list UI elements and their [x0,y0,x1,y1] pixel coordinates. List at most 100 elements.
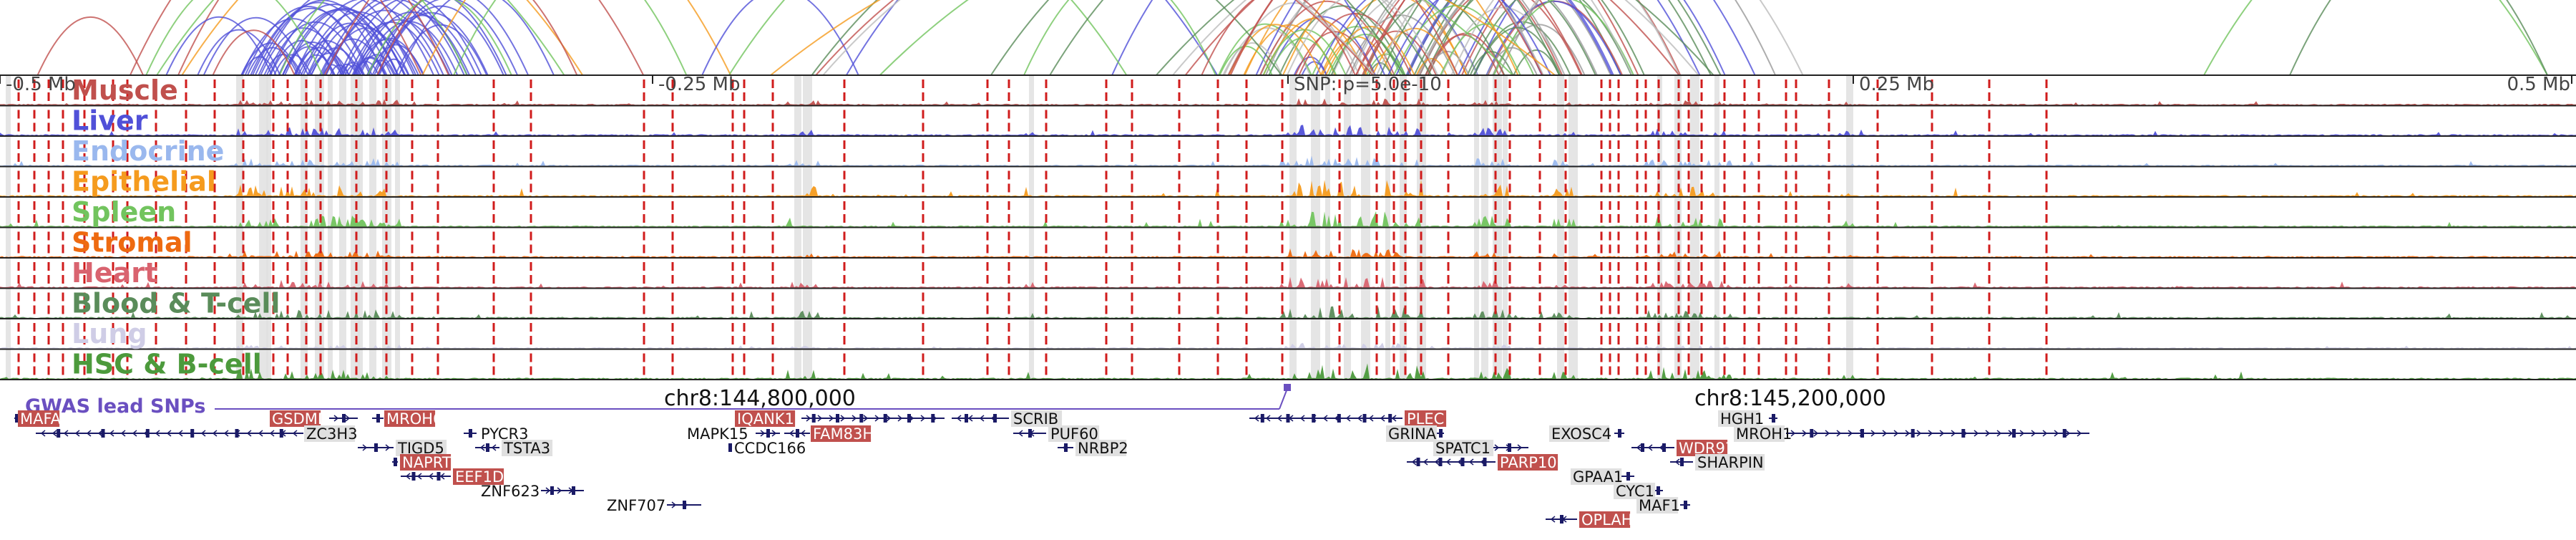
gene-name: CCDC166 [734,440,806,457]
gene-oplah: OPLAH [1546,511,1633,529]
chrom-coordinate-label: chr8:145,200,000 [1694,386,1886,411]
loop-arc [1355,30,1437,76]
strand-chevron [852,415,857,422]
strand-chevron [74,430,80,437]
strand-chevron [771,430,777,437]
strand-chevron [1254,415,1259,422]
exon [1560,515,1563,524]
loop-arc [1229,0,1459,76]
strand-chevron [269,430,275,437]
gene-name: ZNF707 [607,497,665,514]
loop-arc [1425,0,1596,76]
loop-arc [250,7,373,76]
gene-name: GSDMD [272,410,329,428]
loop-arc [342,21,440,76]
strand-chevron [385,444,391,451]
exon [1810,429,1814,438]
loop-arc [247,47,298,76]
strand-chevron [1311,415,1317,422]
strand-chevron [1550,516,1556,523]
loop-arc [1315,0,1479,76]
gene-name: NAPRT [402,454,452,471]
exon [1641,443,1644,452]
loop-arc [1466,0,1632,76]
gene-label-box [1433,440,1494,456]
exon [190,429,195,438]
gene-zc3h3: ZC3H3 [36,425,358,443]
gene-label-box [1636,497,1679,514]
gene-name: MROH6 [386,410,442,428]
signal-1 [0,125,2576,135]
exon [683,501,686,509]
strand-chevron [1357,415,1362,422]
axis-tick-label: 0.5 Mb [2507,74,2570,95]
strand-chevron [1277,415,1282,422]
gene-label-box [1048,425,1100,442]
gene-label-box [1549,425,1610,442]
track-label: Muscle [72,74,178,106]
exon [1657,486,1660,495]
strand-chevron [760,430,766,437]
exon [469,429,472,438]
loop-arc [197,29,281,76]
gene-label-box [384,410,436,427]
strand-chevron [990,415,996,422]
gene-name: EXOSC4 [1551,425,1611,443]
gene-label-box [400,454,452,471]
strand-chevron [345,415,351,422]
loop-arc [1268,37,1337,76]
exon [931,414,935,423]
track-labels: MuscleLiverEndocrineEpithelialSpleenStro… [72,74,280,380]
strand-chevron [52,430,57,437]
gene-label-box [1571,468,1622,485]
strand-chevron [1962,430,1968,437]
strand-chevron [1893,430,1899,437]
loop-arc [1330,0,1560,76]
strand-chevron [109,430,114,437]
track-label: Lung [72,318,147,349]
loop-arc [323,27,410,76]
loop-arc [1349,0,1566,76]
gene-name: OPLAH [1581,511,1633,529]
loop-arc [1361,0,1583,76]
loop-arc [990,0,1405,76]
gene-name: FAM83H [813,425,874,443]
strand-chevron [132,430,137,437]
exon [1460,458,1465,466]
gene-name: MAPK15 [687,425,748,443]
strand-chevron [800,430,806,437]
gene-znf707: ZNF707 [607,497,701,514]
loop-arc [240,18,346,76]
strand-chevron [1836,430,1842,437]
strand-chevron [967,415,973,422]
strand-chevron [86,430,92,437]
loop-arc [1419,0,1611,76]
strand-chevron [932,415,937,422]
loop-arc [1244,0,1468,76]
exon [550,486,554,495]
gene-label-box [1075,440,1127,456]
loop-arc [701,0,859,76]
gene-label-box [18,410,60,427]
strand-chevron [1434,458,1440,466]
loop-arc [357,54,396,76]
gene-label-box [1718,410,1760,427]
strand-chevron [223,430,229,437]
exon [796,429,799,438]
loop-arc [329,64,350,76]
loop-arc [728,0,1128,76]
strand-chevron [143,430,149,437]
gene-label-box [502,440,553,456]
strand-chevron [1480,458,1485,466]
loop-arc [1440,23,1535,76]
exon [1388,414,1392,423]
signal-2 [0,155,2576,166]
gene-scrib: SCRIB [952,410,1063,428]
gene-label-box [396,440,447,456]
gene-name: ZNF623 [481,483,540,500]
strand-chevron [1411,458,1417,466]
exon [145,429,150,438]
gene-label-box [304,425,356,442]
exon [859,414,864,423]
